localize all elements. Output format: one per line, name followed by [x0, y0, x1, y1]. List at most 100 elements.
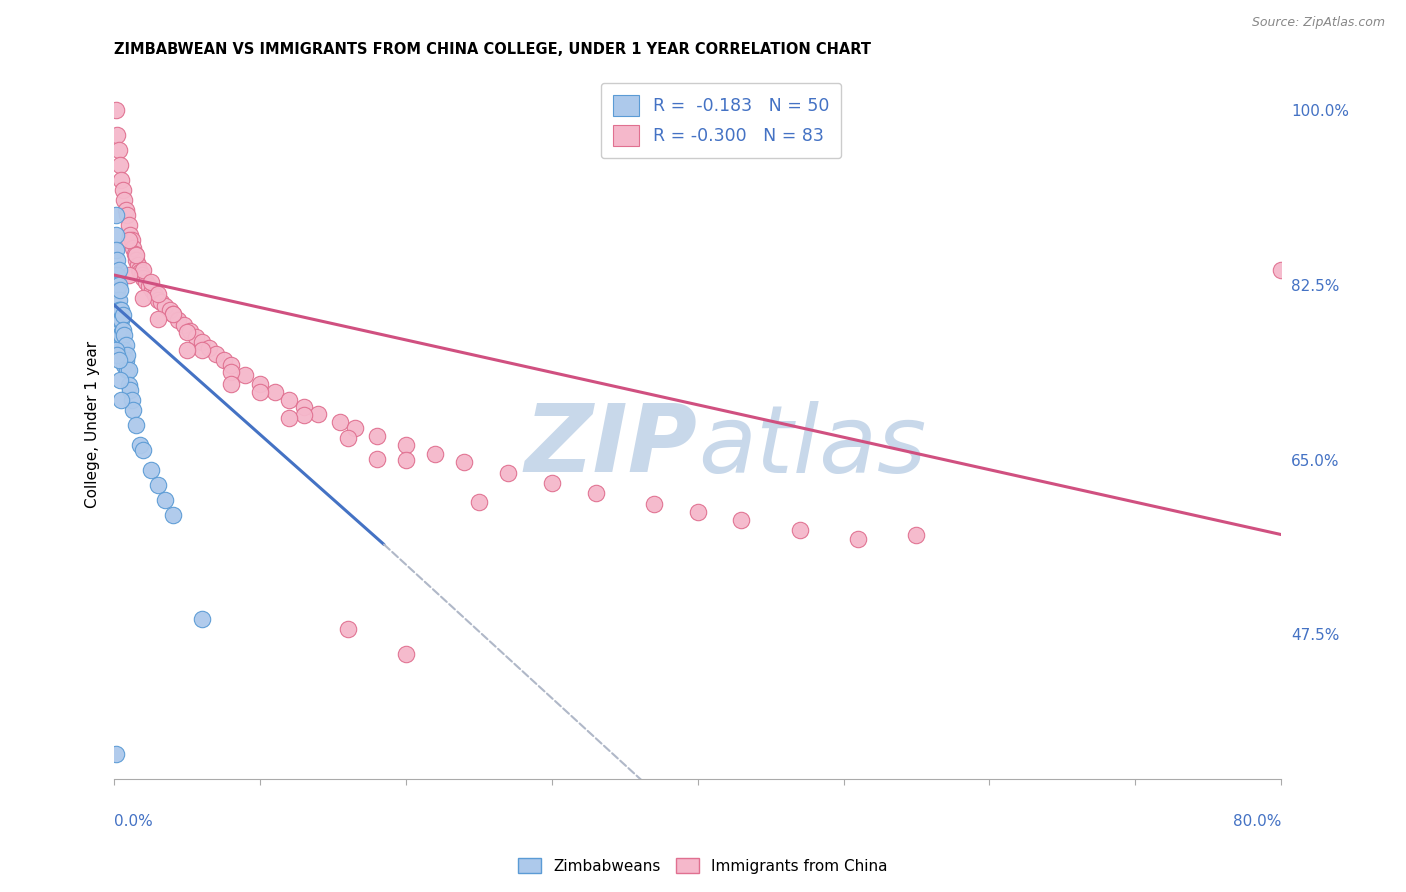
Point [167, 313, 190, 327]
Point [121, 392, 143, 407]
Point [107, 143, 129, 157]
Point [366, 428, 388, 442]
Point [129, 438, 152, 452]
Point [190, 343, 212, 357]
Point [235, 368, 257, 382]
Point [105, 303, 128, 318]
Point [176, 343, 198, 357]
Point [176, 325, 198, 339]
Point [496, 466, 519, 480]
Point [219, 358, 242, 372]
Point [104, 747, 127, 761]
Point [122, 241, 145, 255]
Point [155, 299, 177, 313]
Point [846, 532, 869, 546]
Text: atlas: atlas [697, 401, 927, 491]
Point [141, 283, 163, 297]
Point [108, 158, 131, 172]
Point [278, 392, 301, 407]
Point [105, 253, 128, 268]
Text: Source: ZipAtlas.com: Source: ZipAtlas.com [1251, 16, 1385, 29]
Text: 0.0%: 0.0% [114, 814, 153, 829]
Point [1270, 263, 1292, 277]
Point [395, 452, 418, 467]
Point [108, 373, 131, 387]
Point [105, 128, 128, 143]
Point [112, 358, 135, 372]
Point [104, 228, 127, 243]
Point [249, 384, 271, 399]
Point [108, 283, 131, 297]
Point [292, 408, 315, 422]
Point [117, 348, 139, 362]
Point [585, 485, 607, 500]
Point [107, 293, 129, 307]
Point [198, 341, 221, 355]
Text: ZIMBABWEAN VS IMMIGRANTS FROM CHINA COLLEGE, UNDER 1 YEAR CORRELATION CHART: ZIMBABWEAN VS IMMIGRANTS FROM CHINA COLL… [114, 42, 872, 57]
Point [146, 477, 169, 491]
Point [110, 313, 132, 327]
Point [190, 334, 212, 349]
Point [905, 527, 928, 541]
Point [118, 268, 141, 282]
Point [111, 323, 134, 337]
Point [139, 463, 162, 477]
Point [336, 623, 359, 637]
Point [112, 343, 135, 357]
Point [789, 523, 811, 537]
Point [124, 247, 146, 261]
Point [149, 295, 172, 310]
Point [131, 268, 153, 282]
Point [115, 352, 138, 367]
Point [125, 417, 148, 432]
Point [468, 494, 491, 508]
Point [107, 263, 129, 277]
Point [162, 307, 184, 321]
Point [107, 323, 129, 337]
Point [112, 193, 135, 207]
Point [115, 203, 138, 218]
Point [110, 327, 132, 342]
Point [121, 233, 143, 247]
Legend: Zimbabweans, Immigrants from China: Zimbabweans, Immigrants from China [512, 852, 894, 880]
Point [395, 648, 418, 662]
Point [278, 410, 301, 425]
Point [118, 233, 141, 247]
Point [110, 392, 132, 407]
Point [423, 447, 446, 461]
Point [115, 338, 138, 352]
Point [110, 343, 132, 357]
Point [162, 307, 184, 321]
Point [111, 183, 134, 197]
Point [104, 283, 127, 297]
Point [146, 312, 169, 326]
Point [139, 275, 162, 289]
Point [112, 327, 135, 342]
Point [104, 243, 127, 257]
Point [249, 376, 271, 391]
Point [146, 287, 169, 301]
Y-axis label: College, Under 1 year: College, Under 1 year [86, 342, 100, 508]
Point [219, 365, 242, 379]
Point [104, 208, 127, 222]
Point [146, 293, 169, 307]
Point [120, 383, 142, 397]
Point [132, 271, 155, 285]
Point [120, 228, 142, 243]
Point [686, 505, 709, 519]
Point [108, 313, 131, 327]
Point [190, 612, 212, 626]
Point [110, 303, 132, 318]
Text: 80.0%: 80.0% [1233, 814, 1281, 829]
Point [212, 352, 235, 367]
Point [128, 263, 150, 277]
Point [395, 438, 418, 452]
Point [292, 400, 315, 414]
Point [127, 258, 149, 272]
Point [159, 303, 181, 318]
Point [107, 303, 129, 318]
Text: ZIP: ZIP [524, 400, 697, 492]
Point [366, 451, 388, 466]
Point [540, 475, 562, 490]
Point [118, 377, 141, 392]
